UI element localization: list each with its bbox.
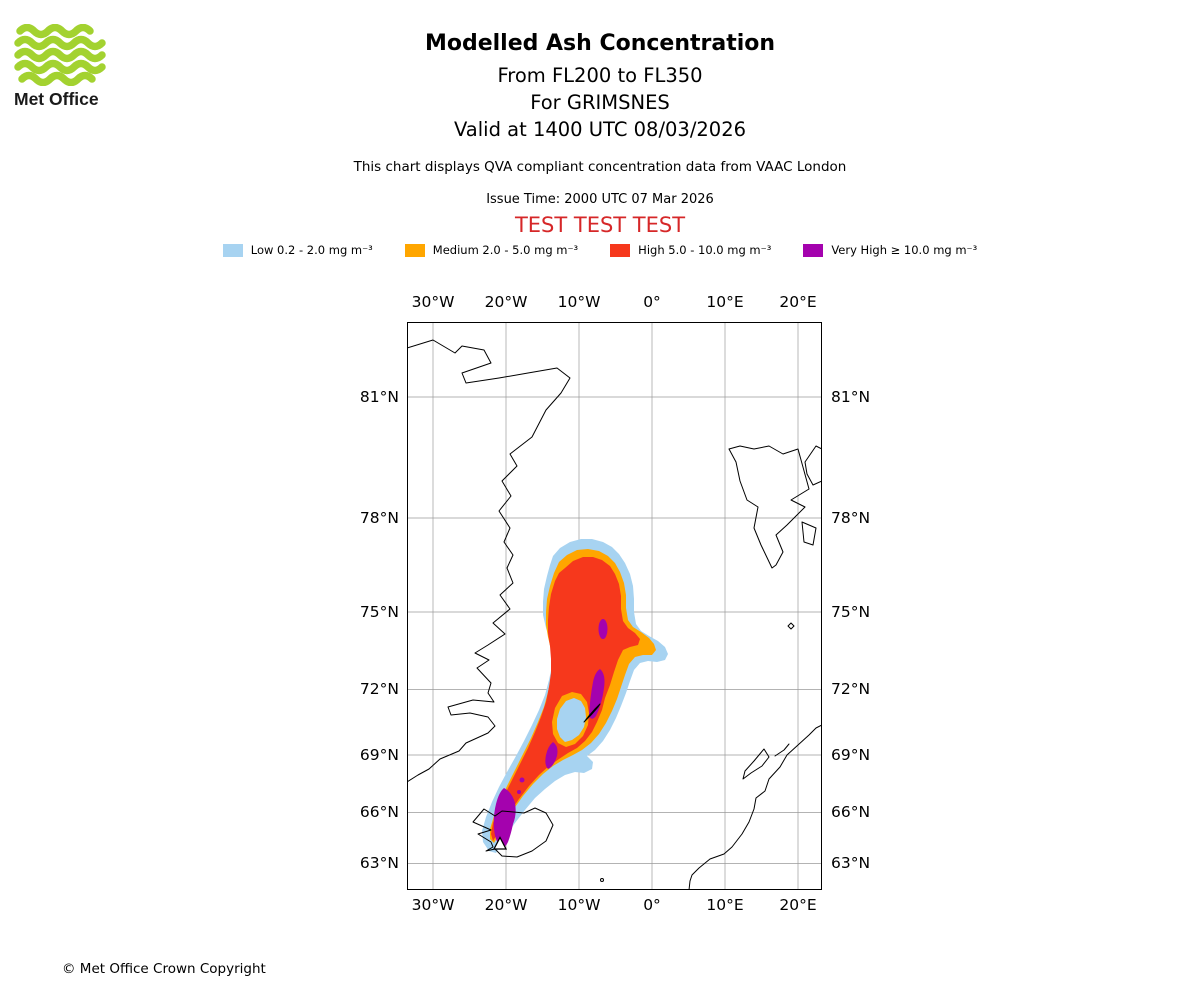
axis-label-right-75n: 75°N: [831, 603, 871, 621]
coastline-svalbard: [728, 445, 810, 569]
axis-label-left-78n: 78°N: [359, 509, 399, 527]
legend-item-very-high: Very High ≥ 10.0 mg m⁻³: [803, 243, 977, 257]
axis-label-right-72n: 72°N: [831, 680, 871, 698]
graticule-grid: [407, 322, 822, 890]
legend-swatch-medium: [404, 243, 425, 257]
axis-label-left-72n: 72°N: [359, 680, 399, 698]
axis-label-bottom-30w: 30°W: [411, 896, 455, 914]
axis-label-top-20e: 20°E: [779, 293, 817, 311]
axis-label-left-63n: 63°N: [359, 854, 399, 872]
axis-label-top-20w: 20°W: [484, 293, 528, 311]
coastline-senja: [774, 743, 790, 757]
qva-compliance-note: This chart displays QVA compliant concen…: [353, 159, 847, 175]
map-frame: [407, 322, 822, 890]
issue-time: Issue Time: 2000 UTC 07 Mar 2026: [486, 192, 714, 207]
test-banner: TEST TEST TEST: [514, 213, 686, 237]
met-office-waves-icon: [14, 24, 106, 86]
met-office-logo-text: Met Office: [14, 89, 99, 109]
coastline-edgeoya: [801, 521, 817, 546]
copyright-notice: © Met Office Crown Copyright: [62, 961, 266, 977]
met-office-logo: Met Office: [14, 24, 126, 110]
axis-label-top-10w: 10°W: [557, 293, 601, 311]
coastline-bear-island: [787, 622, 795, 630]
axis-label-bottom-20e: 20°E: [779, 896, 817, 914]
legend-label-medium: Medium 2.0 - 5.0 mg m⁻³: [432, 243, 579, 257]
legend-swatch-high: [610, 243, 631, 257]
subtitle-flight-levels: From FL200 to FL350: [497, 64, 703, 87]
axis-label-bottom-10w: 10°W: [557, 896, 601, 914]
axis-label-left-69n: 69°N: [359, 746, 399, 764]
axis-label-left-81n: 81°N: [359, 388, 399, 406]
legend-item-high: High 5.0 - 10.0 mg m⁻³: [610, 243, 771, 257]
legend-label-very-high: Very High ≥ 10.0 mg m⁻³: [831, 243, 978, 257]
legend-label-high: High 5.0 - 10.0 mg m⁻³: [638, 243, 772, 257]
axis-label-right-78n: 78°N: [831, 509, 871, 527]
legend-swatch-low: [222, 243, 243, 257]
axis-label-left-75n: 75°N: [359, 603, 399, 621]
coastline-iceland: [472, 807, 554, 858]
axis-label-bottom-20w: 20°W: [484, 896, 528, 914]
axis-label-top-10e: 10°E: [706, 293, 744, 311]
coastline-norway: [688, 724, 823, 891]
axis-label-bottom-0: 0°: [643, 896, 661, 914]
legend-label-low: Low 0.2 - 2.0 mg m⁻³: [250, 243, 373, 257]
volcano-marker: [492, 836, 508, 850]
axis-label-right-69n: 69°N: [831, 746, 871, 764]
legend-item-medium: Medium 2.0 - 5.0 mg m⁻³: [404, 243, 579, 257]
subtitle-volcano: For GRIMSNES: [530, 91, 670, 114]
axis-label-right-63n: 63°N: [831, 854, 871, 872]
concentration-legend: Low 0.2 - 2.0 mg m⁻³ Medium 2.0 - 5.0 mg…: [0, 243, 1200, 257]
coastline-faroe: [600, 878, 604, 882]
coastline-lofoten: [742, 748, 770, 780]
plume-very-high-layer: [493, 619, 608, 848]
axis-label-bottom-10e: 10°E: [706, 896, 744, 914]
axis-label-top-0: 0°: [643, 293, 661, 311]
coastline-greenland: [406, 339, 571, 783]
axis-label-left-66n: 66°N: [359, 803, 399, 821]
coastline-jan-mayen: [583, 703, 601, 723]
page-title: Modelled Ash Concentration: [424, 31, 776, 56]
legend-swatch-very-high: [803, 243, 824, 257]
ash-concentration-map: [406, 322, 823, 891]
legend-item-low: Low 0.2 - 2.0 mg m⁻³: [222, 243, 373, 257]
subtitle-valid-time: Valid at 1400 UTC 08/03/2026: [453, 118, 747, 141]
axis-label-right-66n: 66°N: [831, 803, 871, 821]
axis-label-right-81n: 81°N: [831, 388, 871, 406]
axis-label-top-30w: 30°W: [411, 293, 455, 311]
